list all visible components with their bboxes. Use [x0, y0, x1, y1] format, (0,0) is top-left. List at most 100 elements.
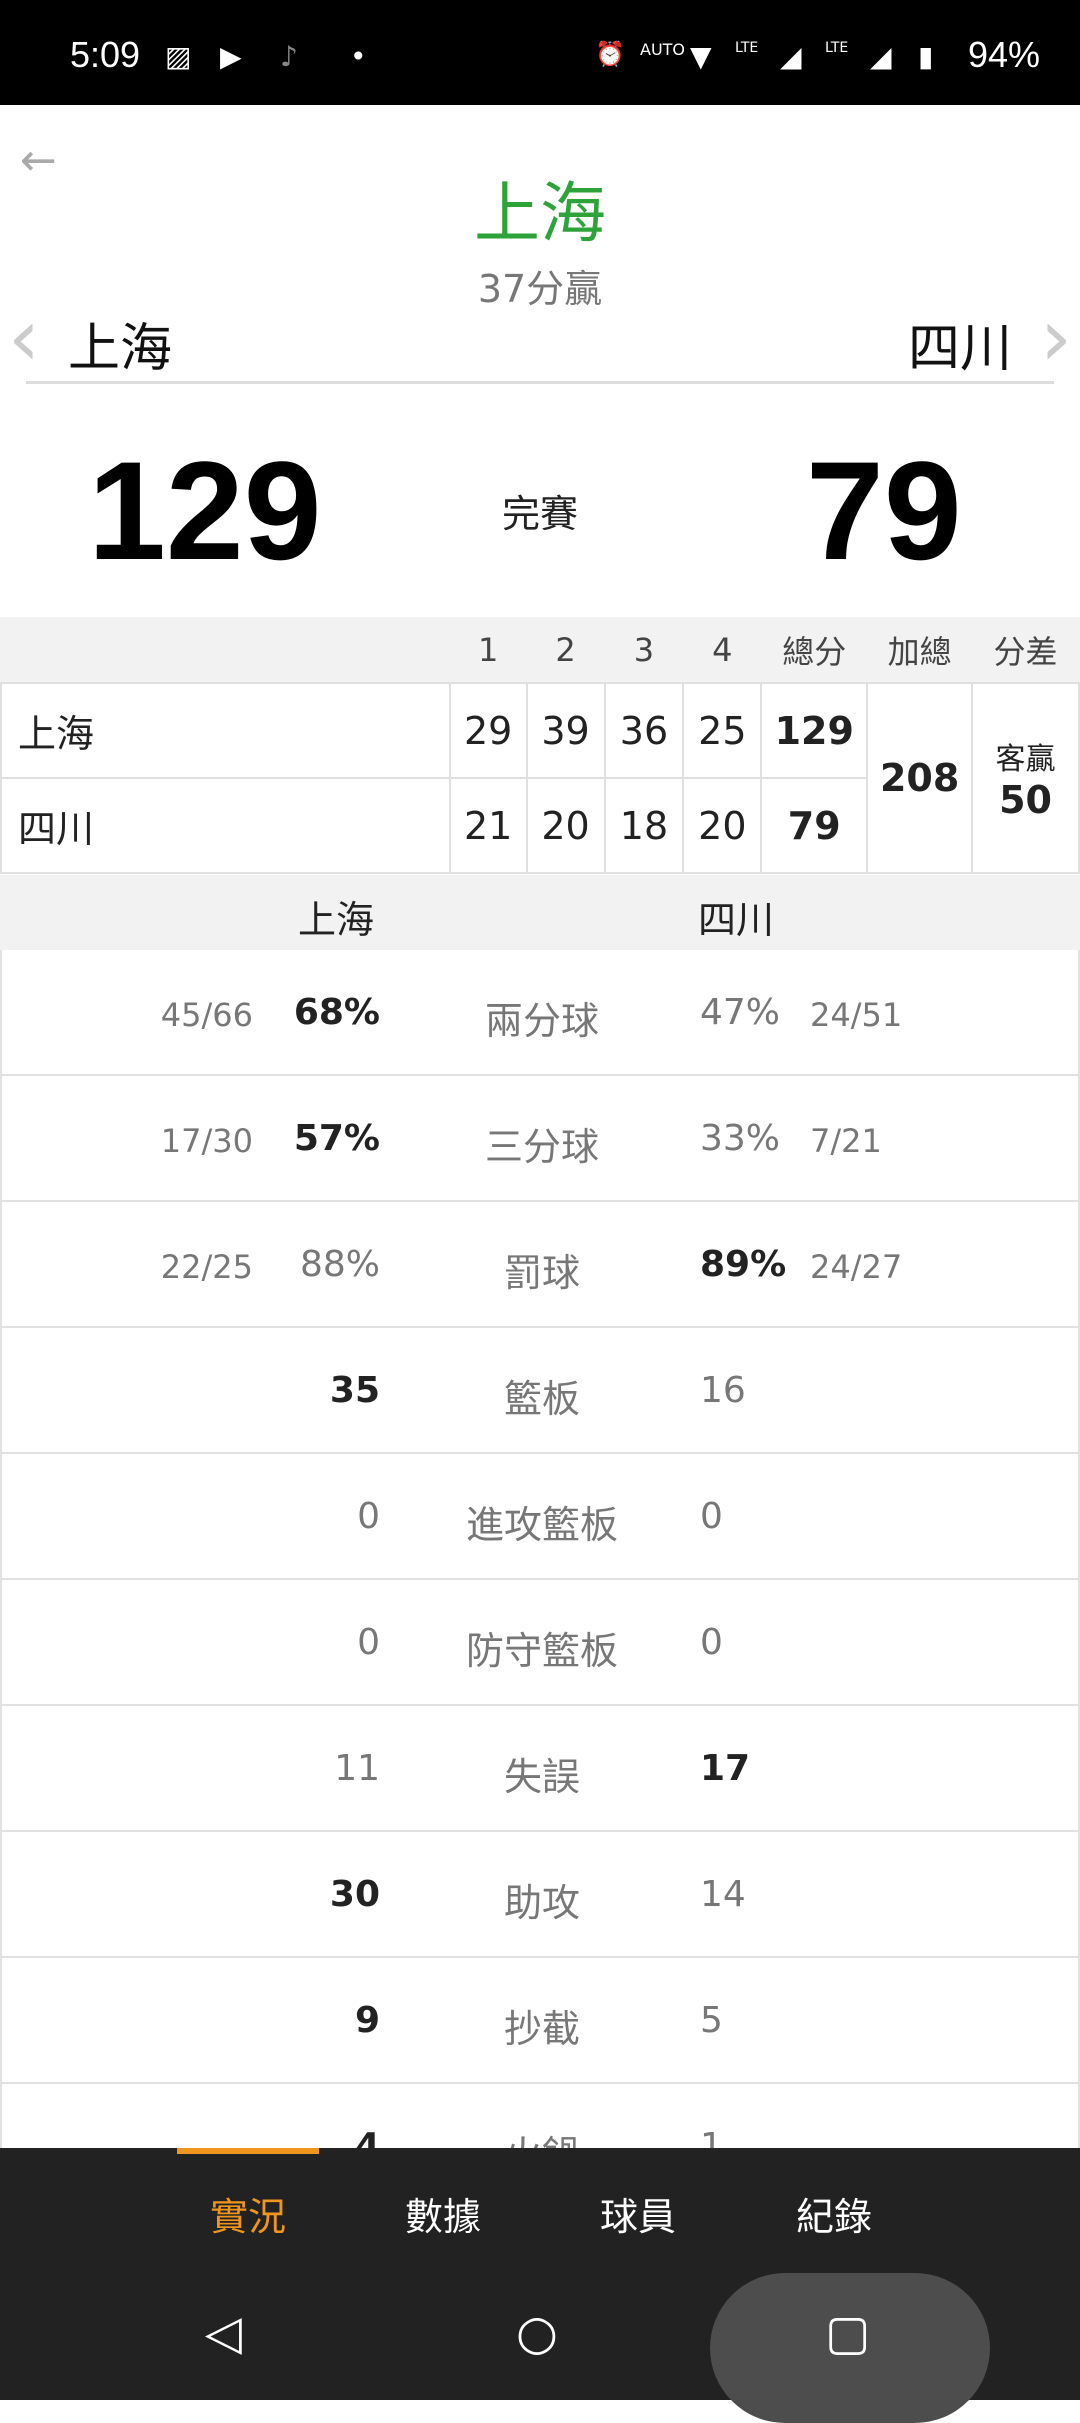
away-value: 33%	[700, 1118, 781, 1159]
col-q1: 1	[449, 617, 527, 683]
home-value: 9	[354, 2000, 380, 2041]
box-score-table: 1 2 3 4 總分 加總 分差 上海 29 39 36 25 129 208 …	[0, 617, 1080, 874]
stat-row: 22/25 88% 罰球 89% 24/27	[0, 1202, 1080, 1328]
away-value: 17	[700, 1748, 751, 1789]
sum-score: 208	[866, 682, 974, 874]
recents-highlight	[710, 2273, 990, 2423]
back-arrow-icon[interactable]: ←	[20, 135, 57, 186]
stat-row: 9 抄截 5	[0, 1958, 1080, 2084]
home-score: 129	[88, 432, 322, 589]
chevron-left-icon[interactable]: ‹	[8, 291, 40, 384]
clock: 5:09	[70, 34, 141, 75]
col-q2: 2	[526, 617, 605, 683]
home-value: 0	[357, 1622, 380, 1663]
away-value: 0	[700, 1496, 723, 1537]
col-sum: 加總	[867, 617, 973, 683]
away-fraction: 7/21	[810, 1122, 882, 1160]
tab-players[interactable]: 球員	[599, 2195, 676, 2239]
stat-label: 兩分球	[484, 999, 599, 1043]
table-row: 四川 21 20 18 20 79	[0, 777, 1079, 874]
home-team-name[interactable]: 上海	[68, 319, 173, 379]
stat-label: 罰球	[503, 1251, 580, 1295]
home-fraction: 22/25	[160, 1248, 253, 1286]
stat-row: 11 失誤 17	[0, 1706, 1080, 1832]
battery-icon: ▮	[918, 40, 934, 73]
stat-row: 0 防守籃板 0	[0, 1580, 1080, 1706]
stat-row: 0 進攻籃板 0	[0, 1454, 1080, 1580]
quarter-score: 39	[525, 682, 606, 779]
team-name: 上海	[0, 682, 451, 779]
volte-icon: LTE	[825, 40, 849, 56]
home-value: 88%	[299, 1244, 380, 1285]
stat-row: 45/66 68% 兩分球 47% 24/51	[0, 950, 1080, 1076]
total-score: 129	[760, 682, 869, 779]
back-icon[interactable]: ◁	[205, 2305, 242, 2361]
tab-data[interactable]: 數據	[404, 2195, 481, 2239]
team-bar: ‹ 上海 四川 ›	[8, 292, 1072, 384]
away-value: 5	[700, 2000, 723, 2041]
winner-team: 上海	[474, 175, 606, 252]
away-value: 14	[700, 1874, 746, 1915]
col-q3: 3	[604, 617, 684, 683]
tab-records[interactable]: 紀錄	[795, 2195, 872, 2239]
quarter-score: 20	[525, 777, 606, 874]
away-value: 47%	[700, 992, 781, 1033]
auto-hz-icon: AUTO	[640, 40, 686, 59]
away-value: 0	[700, 1622, 723, 1663]
diff-cell: 客贏 50	[971, 682, 1080, 874]
signal-icon: ◢	[780, 40, 802, 73]
status-bar: 5:09 ▨ ▶ ♪ • ⏰ AUTO ▼ LTE ◢ LTE ◢ ▮ 94%	[0, 0, 1080, 105]
col-total: 總分	[761, 617, 868, 683]
signal-icon: ◢	[870, 40, 892, 73]
quarter-score: 18	[603, 777, 685, 874]
stat-label: 籃板	[503, 1377, 580, 1421]
stats-header: 上海 四川	[0, 875, 1080, 950]
away-score: 79	[806, 432, 962, 589]
tiktok-icon: ♪	[280, 40, 298, 73]
col-diff: 分差	[972, 617, 1079, 683]
stat-label: 失誤	[503, 1755, 580, 1799]
home-value: 0	[357, 1496, 380, 1537]
tab-live[interactable]: 實況	[209, 2195, 286, 2239]
home-value: 11	[334, 1748, 380, 1789]
dot-icon: •	[350, 40, 367, 73]
total-score: 79	[760, 777, 869, 874]
game-state: 完賽	[501, 492, 578, 536]
gallery-icon: ▨	[165, 40, 192, 73]
stats-home-team: 上海	[298, 898, 375, 942]
stat-label: 抄截	[503, 2007, 580, 2051]
home-icon[interactable]: ○	[516, 2305, 558, 2361]
bottom-tab-bar: 實況 數據 球員 紀錄	[0, 2148, 1080, 2270]
quarter-score: 36	[603, 682, 685, 779]
home-value: 68%	[293, 992, 380, 1033]
active-tab-indicator	[177, 2148, 319, 2154]
home-value: 30	[329, 1874, 380, 1915]
home-value: 57%	[293, 1118, 380, 1159]
alarm-icon: ⏰	[595, 40, 625, 68]
chevron-right-icon[interactable]: ›	[1040, 291, 1072, 384]
col-q4: 4	[683, 617, 762, 683]
away-fraction: 24/27	[810, 1248, 903, 1286]
win-margin: 37分贏	[477, 267, 603, 311]
away-fraction: 24/51	[810, 996, 903, 1034]
diff-label: 客贏	[995, 742, 1056, 777]
stat-row: 35 籃板 16	[0, 1328, 1080, 1454]
quarter-score: 20	[682, 777, 763, 874]
recents-icon[interactable]: ▢	[825, 2305, 871, 2361]
youtube-icon: ▶	[220, 40, 242, 73]
stat-row: 17/30 57% 三分球 33% 7/21	[0, 1076, 1080, 1202]
wifi-6-icon: ▼	[690, 40, 712, 73]
stats-away-team: 四川	[698, 898, 775, 942]
volte-icon: LTE	[735, 40, 759, 56]
table-header: 1 2 3 4 總分 加總 分差	[1, 617, 1079, 683]
quarter-score: 21	[448, 777, 528, 874]
stat-label: 防守籃板	[465, 1629, 618, 1673]
table-row: 上海 29 39 36 25 129 208 客贏 50	[0, 682, 1080, 874]
away-team-name[interactable]: 四川	[907, 319, 1012, 379]
quarter-score: 29	[448, 682, 528, 779]
stat-row: 30 助攻 14	[0, 1832, 1080, 1958]
away-value: 16	[700, 1370, 746, 1411]
away-value: 89%	[700, 1244, 787, 1285]
battery-level: 94%	[967, 34, 1040, 75]
home-fraction: 17/30	[160, 1122, 253, 1160]
